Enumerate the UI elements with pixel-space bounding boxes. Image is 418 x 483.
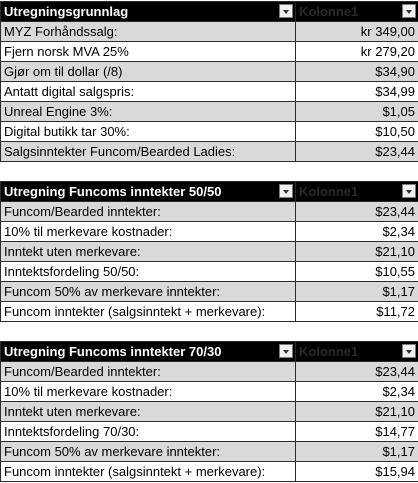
table-row[interactable]: Funcom 50% av merkevare inntekter: $1,17	[0, 441, 418, 462]
filter-dropdown-icon[interactable]	[279, 184, 293, 198]
row-value[interactable]: $21,10	[295, 241, 418, 262]
header-column-label: Kolonne1	[299, 184, 359, 199]
table-row[interactable]: Digital butikk tar 30%: $10,50	[0, 121, 418, 142]
table-row[interactable]: Funcom inntekter (salgsinntekt + merkeva…	[0, 461, 418, 482]
row-label[interactable]: Antatt digital salgspris:	[0, 81, 296, 102]
row-label[interactable]: Funcom 50% av merkevare inntekter:	[0, 441, 296, 462]
row-label[interactable]: 10% til merkevare kostnader:	[0, 221, 296, 242]
table-funcom-70-30: Utregning Funcoms inntekter 70/30 Kolonn…	[0, 341, 418, 482]
row-value[interactable]: $1,05	[295, 101, 418, 122]
table-row[interactable]: Inntektsfordeling 70/30: $14,77	[0, 421, 418, 442]
header-cell-label[interactable]: Utregning Funcoms inntekter 50/50	[0, 181, 296, 202]
row-value[interactable]: $21,10	[295, 401, 418, 422]
header-label: Utregning Funcoms inntekter 50/50	[4, 184, 222, 199]
table-header-row: Utregning Funcoms inntekter 50/50 Kolonn…	[0, 181, 418, 202]
table-row[interactable]: Funcom inntekter (salgsinntekt + merkeva…	[0, 301, 418, 322]
row-value[interactable]: $11,72	[295, 301, 418, 322]
header-cell-column[interactable]: Kolonne1	[295, 341, 418, 362]
header-cell-column[interactable]: Kolonne1	[295, 1, 418, 22]
table-row[interactable]: Fjern norsk MVA 25% kr 279,20	[0, 41, 418, 62]
table-row[interactable]: Antatt digital salgspris: $34,99	[0, 81, 418, 102]
row-label[interactable]: Gjør om til dollar (/8)	[0, 61, 296, 82]
filter-dropdown-icon[interactable]	[402, 4, 416, 18]
row-value[interactable]: $34,90	[295, 61, 418, 82]
table-row[interactable]: MYZ Forhåndssalg: kr 349,00	[0, 21, 418, 42]
table-funcom-50-50: Utregning Funcoms inntekter 50/50 Kolonn…	[0, 181, 418, 322]
row-value[interactable]: $2,34	[295, 381, 418, 402]
row-value[interactable]: $14,77	[295, 421, 418, 442]
header-cell-label[interactable]: Utregningsgrunnlag	[0, 1, 296, 22]
row-value[interactable]: $1,17	[295, 281, 418, 302]
header-column-label: Kolonne1	[299, 4, 359, 19]
row-label[interactable]: Inntektsfordeling 70/30:	[0, 421, 296, 442]
row-label[interactable]: Funcom/Bearded inntekter:	[0, 201, 296, 222]
row-value[interactable]: $23,44	[295, 141, 418, 162]
header-cell-label[interactable]: Utregning Funcoms inntekter 70/30	[0, 341, 296, 362]
row-label[interactable]: Inntektsfordeling 50/50:	[0, 261, 296, 282]
table-row[interactable]: Gjør om til dollar (/8) $34,90	[0, 61, 418, 82]
filter-dropdown-icon[interactable]	[279, 344, 293, 358]
row-value[interactable]: $2,34	[295, 221, 418, 242]
row-value[interactable]: $23,44	[295, 361, 418, 382]
row-label[interactable]: Fjern norsk MVA 25%	[0, 41, 296, 62]
row-label[interactable]: Inntekt uten merkevare:	[0, 241, 296, 262]
row-label[interactable]: MYZ Forhåndssalg:	[0, 21, 296, 42]
row-label[interactable]: 10% til merkevare kostnader:	[0, 381, 296, 402]
table-header-row: Utregning Funcoms inntekter 70/30 Kolonn…	[0, 341, 418, 362]
table-row[interactable]: Funcom/Bearded inntekter: $23,44	[0, 201, 418, 222]
header-column-label: Kolonne1	[299, 344, 359, 359]
row-value[interactable]: $10,55	[295, 261, 418, 282]
table-row[interactable]: Funcom/Bearded inntekter: $23,44	[0, 361, 418, 382]
row-value[interactable]: $34,99	[295, 81, 418, 102]
table-row[interactable]: Inntekt uten merkevare: $21,10	[0, 401, 418, 422]
table-row[interactable]: Inntekt uten merkevare: $21,10	[0, 241, 418, 262]
filter-dropdown-icon[interactable]	[402, 184, 416, 198]
table-row[interactable]: 10% til merkevare kostnader: $2,34	[0, 381, 418, 402]
row-value[interactable]: $10,50	[295, 121, 418, 142]
row-label[interactable]: Funcom/Bearded inntekter:	[0, 361, 296, 382]
row-label[interactable]: Funcom inntekter (salgsinntekt + merkeva…	[0, 461, 296, 482]
table-row[interactable]: Funcom 50% av merkevare inntekter: $1,17	[0, 281, 418, 302]
row-value[interactable]: $1,17	[295, 441, 418, 462]
row-value[interactable]: $23,44	[295, 201, 418, 222]
header-cell-column[interactable]: Kolonne1	[295, 181, 418, 202]
row-label[interactable]: Inntekt uten merkevare:	[0, 401, 296, 422]
table-row[interactable]: Unreal Engine 3%: $1,05	[0, 101, 418, 122]
row-value[interactable]: kr 279,20	[295, 41, 418, 62]
header-label: Utregningsgrunnlag	[4, 4, 129, 19]
row-label[interactable]: Funcom 50% av merkevare inntekter:	[0, 281, 296, 302]
row-label[interactable]: Digital butikk tar 30%:	[0, 121, 296, 142]
row-label[interactable]: Unreal Engine 3%:	[0, 101, 296, 122]
table-row[interactable]: Inntektsfordeling 50/50: $10,55	[0, 261, 418, 282]
row-label[interactable]: Funcom inntekter (salgsinntekt + merkeva…	[0, 301, 296, 322]
table-row[interactable]: Salgsinntekter Funcom/Bearded Ladies: $23…	[0, 141, 418, 162]
table-utregningsgrunnlag: Utregningsgrunnlag Kolonne1 MYZ Forhånds…	[0, 1, 418, 162]
filter-dropdown-icon[interactable]	[402, 344, 416, 358]
header-label: Utregning Funcoms inntekter 70/30	[4, 344, 222, 359]
row-label[interactable]: Salgsinntekter Funcom/Bearded Ladies:	[0, 141, 296, 162]
table-row[interactable]: 10% til merkevare kostnader: $2,34	[0, 221, 418, 242]
table-header-row: Utregningsgrunnlag Kolonne1	[0, 1, 418, 22]
row-value[interactable]: $15,94	[295, 461, 418, 482]
filter-dropdown-icon[interactable]	[279, 4, 293, 18]
row-value[interactable]: kr 349,00	[295, 21, 418, 42]
